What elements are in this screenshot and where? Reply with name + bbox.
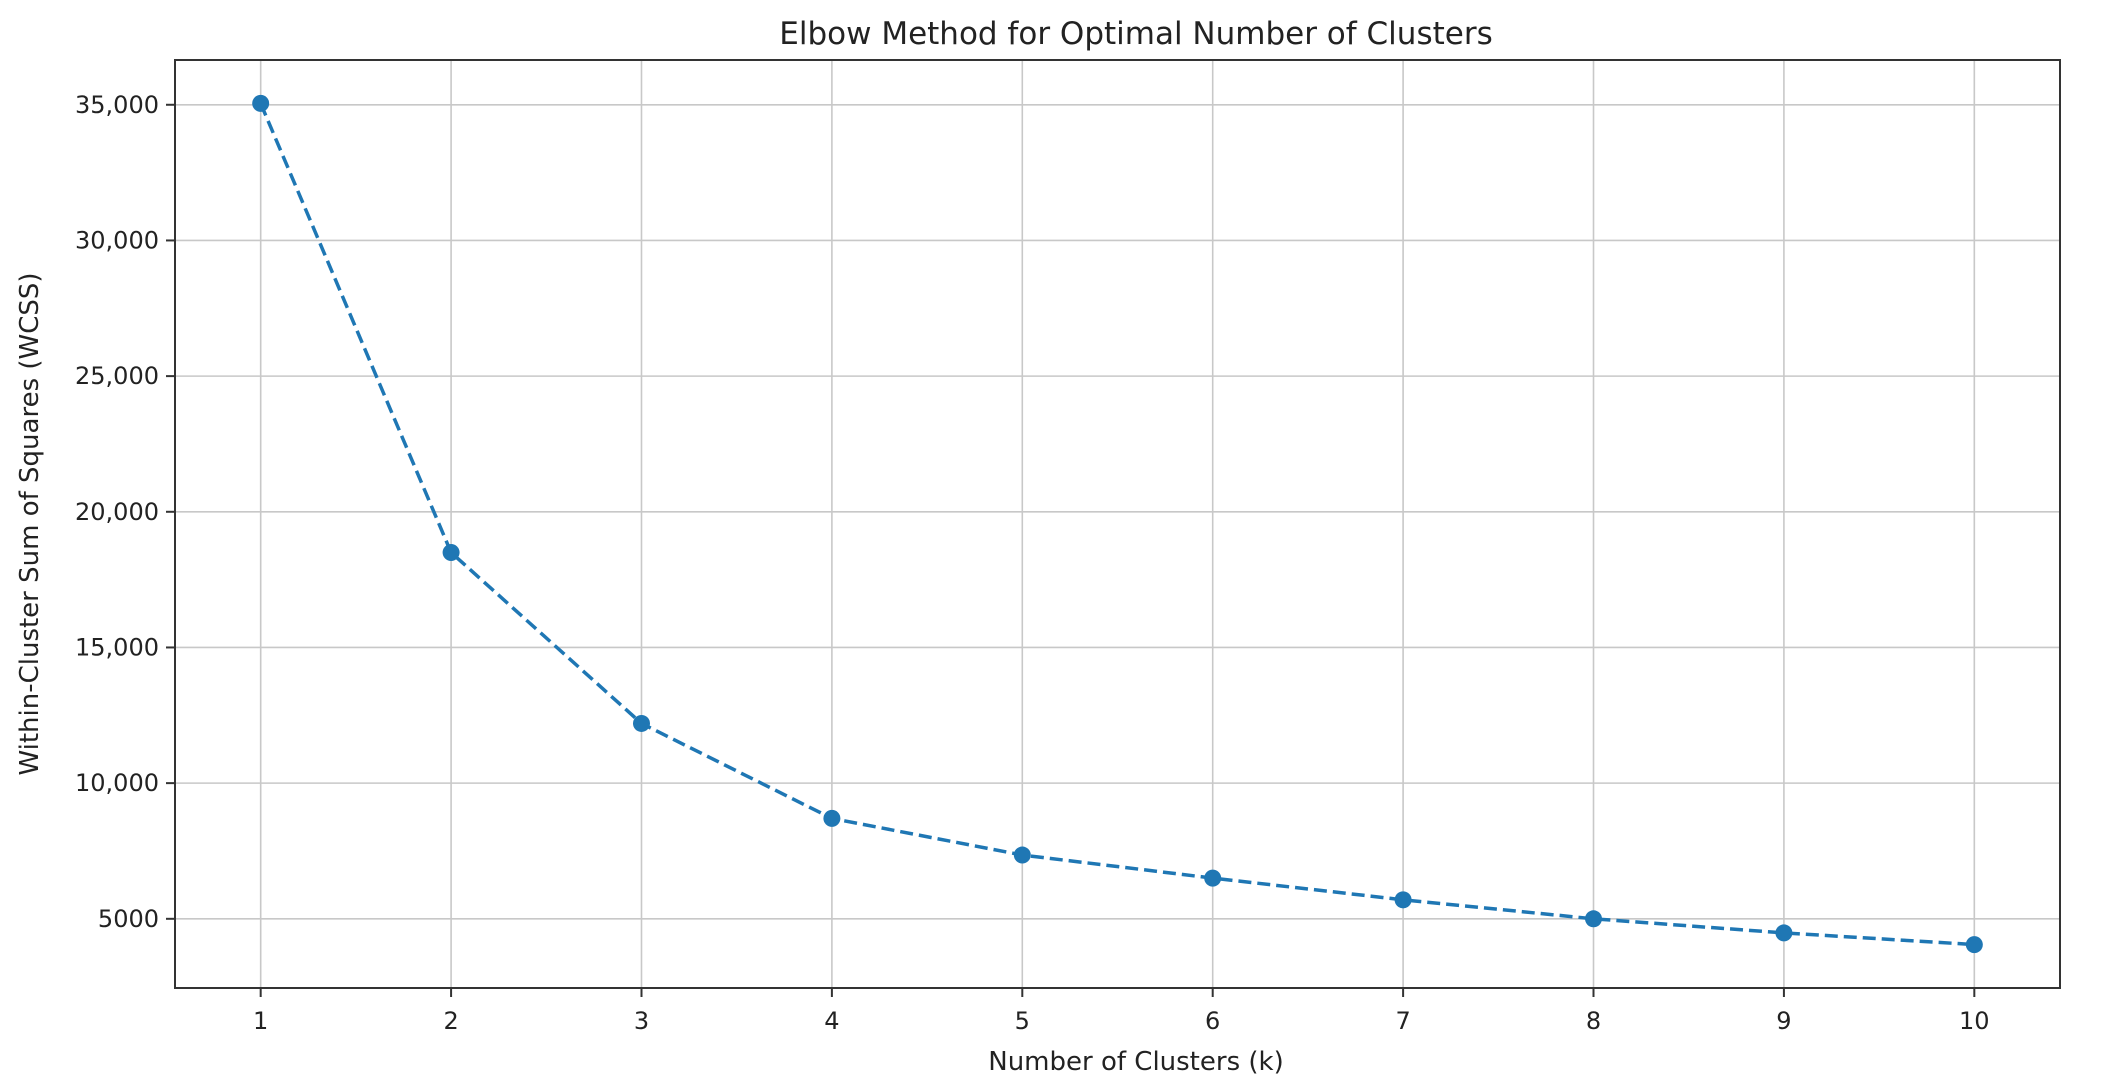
data-point [1965, 936, 1983, 954]
y-tick-label: 35,000 [75, 91, 159, 119]
data-point [632, 714, 650, 732]
x-tick-label: 6 [1205, 1007, 1220, 1035]
x-tick-label: 5 [1015, 1007, 1030, 1035]
x-tick-label: 2 [443, 1007, 458, 1035]
data-point [252, 94, 270, 112]
y-tick-label: 5000 [98, 905, 159, 933]
x-tick-label: 3 [634, 1007, 649, 1035]
data-point [1394, 891, 1412, 909]
x-tick-label: 4 [824, 1007, 839, 1035]
series-line [259, 102, 1975, 947]
y-axis-label: Within-Cluster Sum of Squares (WCSS) [15, 272, 45, 775]
y-tick-label: 30,000 [75, 226, 159, 254]
x-axis-ticks: 1 2 3 4 5 6 7 8 9 10 [253, 988, 1990, 1035]
grid-lines [175, 60, 2060, 988]
x-tick-label: 7 [1395, 1007, 1410, 1035]
x-axis-label: Number of Clusters (k) [988, 1047, 1283, 1077]
data-point [823, 809, 841, 827]
data-point [442, 543, 460, 561]
series-wcss [252, 94, 1983, 954]
y-axis-ticks: 5000 10,000 15,000 20,000 25,000 30,000 35,000 [75, 91, 175, 933]
y-tick-label: 20,000 [75, 498, 159, 526]
data-point [1013, 846, 1031, 864]
x-tick-label: 9 [1776, 1007, 1791, 1035]
x-tick-label: 10 [1959, 1007, 1990, 1035]
x-tick-label: 8 [1586, 1007, 1601, 1035]
y-tick-label: 25,000 [75, 362, 159, 390]
data-point [1204, 869, 1222, 887]
chart-title: Elbow Method for Optimal Number of Clust… [779, 16, 1492, 52]
y-tick-label: 10,000 [75, 769, 159, 797]
data-point [1775, 924, 1793, 942]
data-point [1585, 910, 1603, 928]
plot-frame [174, 59, 2061, 989]
x-tick-label: 1 [253, 1007, 268, 1035]
y-tick-label: 15,000 [75, 633, 159, 661]
